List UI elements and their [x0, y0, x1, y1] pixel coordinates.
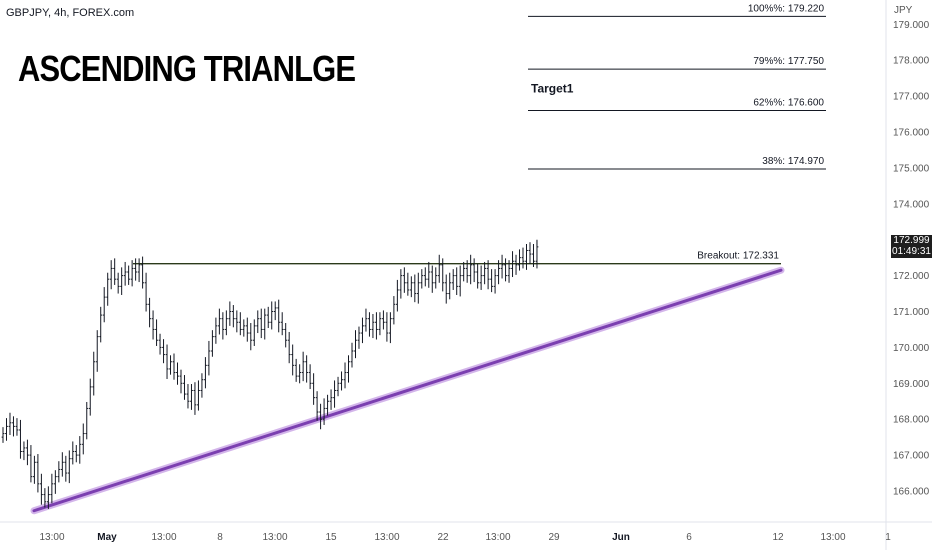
- ascending-trendline[interactable]: [32, 268, 783, 513]
- currency-label: JPY: [894, 5, 913, 16]
- y-tick-label: 170.000: [893, 343, 930, 354]
- x-tick-label: 13:00: [485, 532, 510, 543]
- symbol-label: GBPJPY, 4h, FOREX.com: [6, 7, 135, 19]
- y-tick-label: 167.000: [893, 451, 930, 462]
- y-tick-label: 177.000: [893, 92, 930, 103]
- fib-level-label: 79%%: 177.750: [753, 56, 824, 67]
- last-price-tag: 172.999 01:49:31: [891, 235, 932, 258]
- y-tick-label: 178.000: [893, 56, 930, 67]
- fib-level-label: 62%%: 176.600: [753, 97, 824, 108]
- x-tick-label: 13:00: [820, 532, 845, 543]
- y-tick-label: 174.000: [893, 199, 930, 210]
- x-tick-label: Jun: [612, 532, 630, 543]
- y-tick-label: 171.000: [893, 307, 930, 318]
- y-tick-label: 175.000: [893, 163, 930, 174]
- x-tick-label: 1: [885, 532, 891, 543]
- x-tick-label: 6: [686, 532, 692, 543]
- fib-level-label: 38%: 174.970: [762, 156, 824, 167]
- x-tick-label: 12: [772, 532, 784, 543]
- countdown-timer: 01:49:31: [892, 246, 931, 257]
- x-tick-label: 13:00: [374, 532, 399, 543]
- x-tick-label: 15: [325, 532, 337, 543]
- chart-title: ASCENDING TRIANLGE: [18, 48, 356, 89]
- fib-level-label: 100%%: 179.220: [748, 3, 825, 14]
- target-label: Target1: [531, 82, 574, 96]
- y-tick-label: 168.000: [893, 415, 930, 426]
- x-tick-label: 22: [437, 532, 449, 543]
- x-tick-label: 29: [548, 532, 560, 543]
- x-tick-label: 13:00: [151, 532, 176, 543]
- x-tick-label: 8: [217, 532, 223, 543]
- y-tick-label: 179.000: [893, 20, 930, 31]
- y-tick-label: 176.000: [893, 128, 930, 139]
- last-price-value: 172.999: [893, 235, 930, 246]
- breakout-label: Breakout: 172.331: [697, 251, 779, 262]
- y-tick-label: 166.000: [893, 487, 930, 498]
- y-tick-label: 172.000: [893, 271, 930, 282]
- x-tick-label: 13:00: [39, 532, 64, 543]
- y-tick-label: 169.000: [893, 379, 930, 390]
- x-tick-label: 13:00: [262, 532, 287, 543]
- x-tick-label: May: [97, 532, 117, 543]
